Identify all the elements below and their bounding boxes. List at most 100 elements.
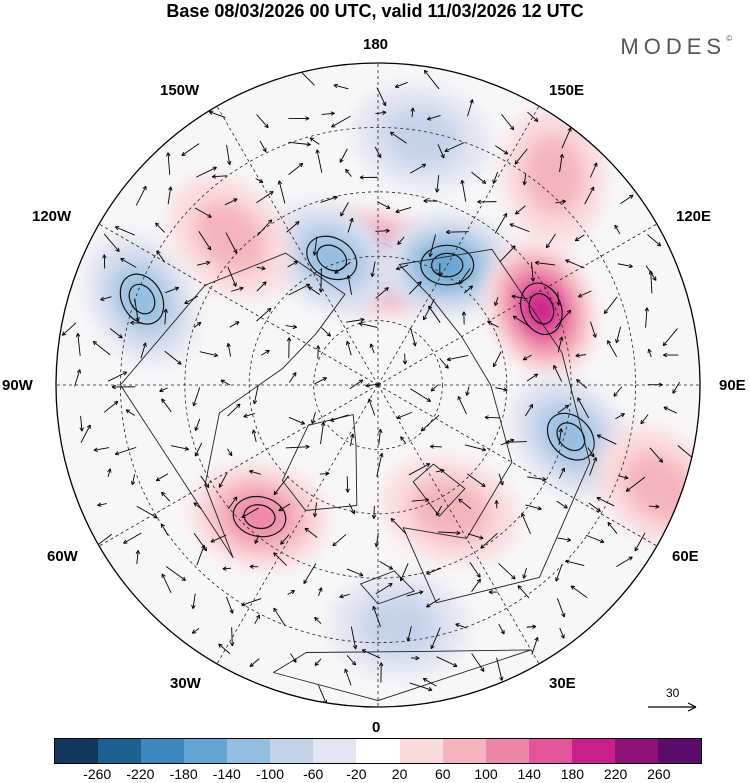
wind-arrow [333,83,349,90]
wind-arrow [193,321,202,328]
colorbar-tick-label: -60 [303,766,324,782]
wind-arrow [227,496,238,509]
map-border [55,62,701,708]
north-america-coast [119,252,346,559]
wind-arrow [348,503,355,515]
wind-arrow [290,653,297,663]
wind-arrow [369,343,375,354]
wind-arrow [498,563,516,580]
wind-arrow [75,332,81,356]
wind-arrow [376,452,384,477]
wind-arrow [426,598,441,608]
wind-arrow [590,321,597,338]
wind-arrow [196,260,211,266]
wind-arrow [607,521,618,534]
lon-label-90w: 90W [2,377,33,394]
africa-coast [272,649,532,702]
wind-arrow [211,174,228,179]
wind-arrow [555,199,566,204]
wind-arrow [249,658,260,668]
wind-arrow [140,342,147,359]
wind-arrow [587,447,595,458]
wind-arrow [446,354,469,362]
lon-label-90e: 90E [719,377,746,394]
wind-arrow [125,409,135,416]
wind-arrow [522,173,527,186]
wind-arrow [226,144,232,165]
graticule [56,63,700,707]
wind-arrow [345,168,352,177]
wind-arrow [464,444,487,452]
wind-arrow [422,677,437,687]
wind-arrow [277,180,286,204]
wind-arrow [135,550,141,565]
wind-arrow [194,207,212,218]
wind-arrow [130,320,142,326]
lon-label-0: 0 [372,719,381,736]
wind-arrow [287,260,299,268]
wind-arrow [526,373,539,382]
wind-arrow [210,534,227,543]
wind-arrow [471,653,485,672]
wind-arrow [575,353,587,358]
wind-arrow [120,257,137,268]
colorbar-swatch [227,739,271,763]
wind-arrow [374,532,379,548]
wind-arrow [556,500,568,509]
wind-arrow [375,110,387,115]
wind-arrow [495,145,509,155]
wind-arrow [161,573,172,593]
wind-arrow [396,411,412,420]
wind-arrow [155,222,165,233]
colorbar-tick-label: -220 [126,766,155,782]
wind-arrow [289,372,297,383]
wind-arrow [273,552,288,566]
wind-arrow [107,468,112,477]
wind-arrow [227,403,241,417]
wind-arrow [434,175,440,193]
wind-arrow [100,296,112,302]
colorbar-swatch [184,739,228,763]
wind-arrow [377,201,391,209]
wind-arrow [411,497,430,503]
wind-arrow [555,564,563,582]
colorbar-tick-label: -100 [255,766,285,782]
wind-arrow [251,429,257,443]
wind-arrow [435,505,443,516]
wind-arrow [574,234,585,242]
wind-arrow [649,447,664,463]
wind-arrow [458,268,471,285]
wind-arrow [123,532,142,544]
wind-arrow [309,137,320,145]
wind-arrow [243,413,256,418]
wind-arrow [558,428,563,446]
wind-arrow [320,421,326,444]
wind-arrow [561,127,572,149]
brand-name: MODES [620,34,727,59]
wind-arrow [435,468,445,473]
wind-arrow [191,593,196,609]
lon-label-150w: 150W [160,82,200,99]
wind-arrow [444,142,465,153]
wind-arrow [375,228,390,234]
wind-arrow [370,261,376,278]
wind-arrow [615,326,622,344]
wind-arrow [288,116,310,121]
wind-arrow [524,404,534,417]
colorbar-swatch [485,739,529,763]
wind-arrow [410,655,420,661]
wind-arrow [461,311,467,325]
wind-arrow [467,99,474,117]
wind-arrow [319,471,330,476]
wind-arrow [261,349,270,356]
wind-arrow [498,473,504,486]
wind-arrow [365,383,381,388]
wind-arrow [315,345,321,359]
wind-arrow [192,387,201,407]
wind-arrow [196,544,206,566]
wind-arrow [93,447,110,452]
lon-label-120e: 120E [676,208,712,225]
wind-arrow [256,281,267,292]
wind-arrow [196,166,217,178]
